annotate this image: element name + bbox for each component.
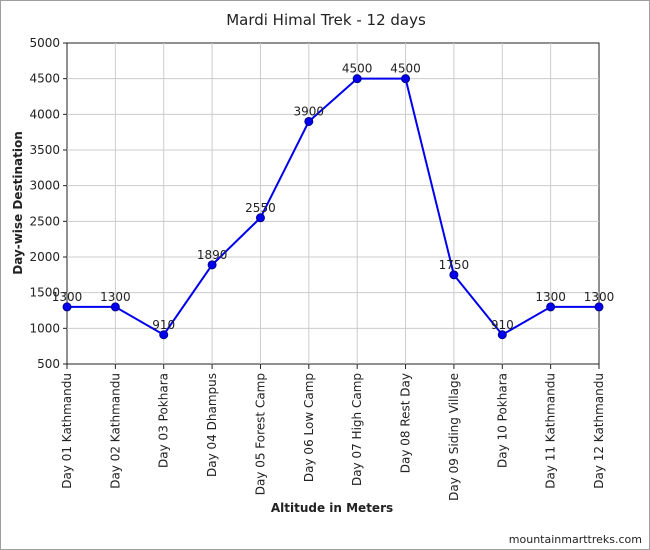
- x-axis-ticks: Day 01 Kathmandu Day 02 Kathmandu Day 03 P…: [60, 364, 606, 501]
- data-label: 1300: [535, 290, 566, 304]
- chart-title: Mardi Himal Trek - 12 days: [226, 11, 426, 29]
- data-point: [62, 302, 72, 312]
- data-label: 1300: [584, 290, 615, 304]
- data-label: 1300: [100, 290, 131, 304]
- x-tick-label: Day 10 Pokhara: [495, 373, 509, 468]
- x-tick-label: Day 12 Kathmandu: [592, 373, 606, 489]
- x-tick-label: Day 11 Kathmandu: [544, 373, 558, 489]
- y-tick-label: 500: [37, 357, 60, 371]
- data-label: 4500: [342, 62, 373, 76]
- y-tick-label: 2000: [29, 250, 60, 264]
- series-line: [67, 77, 599, 336]
- credit-text: mountainmarttreks.com: [508, 533, 642, 546]
- y-axis-title: Day-wise Destination: [11, 131, 25, 275]
- grid-lines: [67, 43, 599, 364]
- data-point: [110, 302, 120, 312]
- data-label: 2550: [245, 201, 276, 215]
- data-label: 1300: [52, 290, 83, 304]
- data-label: 1750: [439, 258, 470, 272]
- data-label: 910: [491, 318, 514, 332]
- y-tick-label: 1500: [29, 286, 60, 300]
- data-label: 910: [152, 318, 175, 332]
- y-tick-label: 3000: [29, 179, 60, 193]
- x-tick-label: Day 08 Rest Day: [399, 373, 413, 473]
- data-label: 3900: [294, 104, 325, 118]
- y-tick-label: 4500: [29, 72, 60, 86]
- data-point: [449, 270, 459, 280]
- y-tick-label: 1000: [29, 321, 60, 335]
- data-point: [546, 302, 556, 312]
- x-tick-label: Day 09 Siding Village: [447, 373, 461, 501]
- plot-area: [66, 42, 600, 365]
- x-tick-label: Day 01 Kathmandu: [60, 373, 74, 489]
- data-label: 4500: [390, 62, 421, 76]
- x-tick-label: Day 04 Dhampus: [205, 373, 219, 477]
- x-tick-label: Day 07 High Camp: [350, 373, 364, 486]
- y-tick-label: 4000: [29, 107, 60, 121]
- data-point: [401, 74, 411, 84]
- x-tick-label: Day 02 Kathmandu: [108, 373, 122, 489]
- x-tick-label: Day 05 Forest Camp: [253, 373, 267, 495]
- plot-border: [66, 42, 600, 365]
- data-point: [304, 116, 314, 126]
- y-tick-label: 2500: [29, 214, 60, 228]
- data-label: 1890: [197, 248, 228, 262]
- series-line-group: [67, 77, 599, 336]
- data-points: [62, 74, 604, 340]
- data-point: [207, 260, 217, 270]
- x-tick-label: Day 06 Low Camp: [302, 373, 316, 482]
- data-point: [594, 302, 604, 312]
- data-point: [255, 213, 265, 223]
- y-tick-label: 3500: [29, 143, 60, 157]
- y-tick-label: 5000: [29, 36, 60, 50]
- data-point: [159, 330, 169, 340]
- y-axis-ticks: 500 1000 1500 2000 2500 3000 3500 4000 4500 5000: [29, 36, 67, 371]
- data-point: [352, 74, 362, 84]
- x-axis-title: Altitude in Meters: [271, 501, 393, 515]
- data-labels: 1300 1300 910 1890 2550 3900 4500 4500 1750 910 13…: [52, 62, 615, 332]
- data-point: [497, 330, 507, 340]
- x-tick-label: Day 03 Pokhara: [157, 373, 171, 468]
